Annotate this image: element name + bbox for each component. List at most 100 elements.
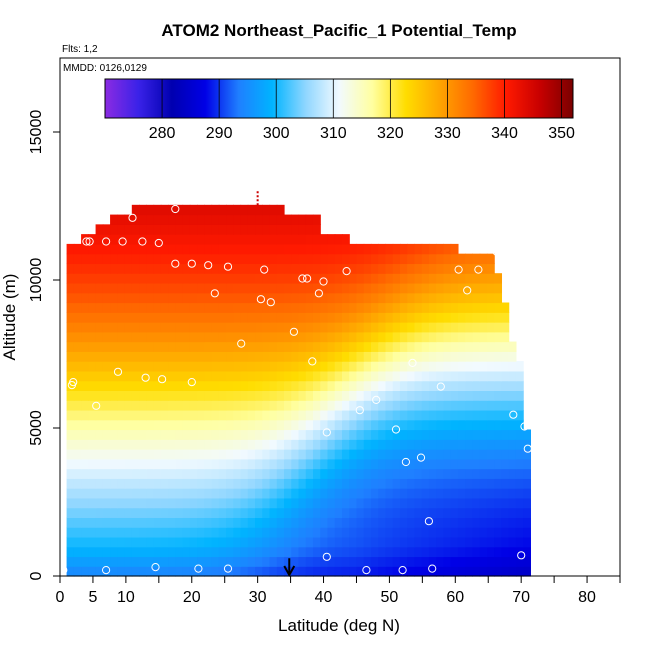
heatmap-cell <box>211 224 220 235</box>
heatmap-cell <box>160 214 169 225</box>
heatmap-cell <box>457 488 466 499</box>
heatmap-cell <box>349 282 358 294</box>
heatmap-cell <box>305 400 314 411</box>
heatmap-cell <box>233 478 242 489</box>
heatmap-cell <box>255 409 263 421</box>
heatmap-cell <box>95 527 104 538</box>
heatmap-cell <box>204 400 213 411</box>
heatmap-cell <box>262 380 271 392</box>
heatmap-cell <box>204 224 213 235</box>
heatmap-cell <box>73 380 82 392</box>
heatmap-cell <box>124 214 133 225</box>
heatmap-cell <box>399 312 408 323</box>
heatmap-cell <box>276 556 285 567</box>
heatmap-cell <box>298 468 307 479</box>
heatmap-cell <box>486 273 495 284</box>
heatmap-cell <box>327 322 336 333</box>
heatmap-cell <box>486 517 495 528</box>
heatmap-cell <box>392 556 401 567</box>
heatmap-cell <box>102 409 111 421</box>
heatmap-cell <box>414 546 423 558</box>
heatmap-cell <box>385 351 394 362</box>
heatmap-cell <box>102 546 111 558</box>
heatmap-cell <box>117 390 126 401</box>
heatmap-cell <box>95 322 104 333</box>
heatmap-cell <box>73 566 82 577</box>
heatmap-cell <box>443 556 452 567</box>
heatmap-cell <box>124 468 133 479</box>
heatmap-cell <box>385 243 394 255</box>
heatmap-cell <box>428 400 437 411</box>
heatmap-cell <box>240 429 249 440</box>
heatmap-cell <box>392 380 401 392</box>
heatmap-cell <box>414 361 423 372</box>
heatmap-cell <box>349 566 358 577</box>
heatmap-cell <box>81 390 89 401</box>
heatmap-cell <box>385 478 394 489</box>
heatmap-cell <box>240 468 249 479</box>
heatmap-cell <box>421 488 430 499</box>
heatmap-cell <box>218 370 227 382</box>
heatmap-cell <box>436 380 445 392</box>
heatmap-cell <box>414 536 423 548</box>
heatmap-cell <box>363 370 372 382</box>
heatmap-cell <box>110 224 118 235</box>
heatmap-cell <box>392 341 401 352</box>
heatmap-cell <box>269 507 278 518</box>
heatmap-cell <box>399 331 408 343</box>
heatmap-cell <box>218 341 227 352</box>
potential-temperature-field <box>66 204 531 577</box>
heatmap-cell <box>110 497 118 509</box>
heatmap-cell <box>131 361 140 372</box>
heatmap-cell <box>320 419 329 431</box>
heatmap-cell <box>298 302 307 313</box>
heatmap-cell <box>472 546 481 558</box>
heatmap-cell <box>197 546 205 558</box>
heatmap-cell <box>255 361 263 372</box>
heatmap-cell <box>255 234 263 245</box>
heatmap-cell <box>334 449 343 460</box>
heatmap-cell <box>421 253 430 265</box>
heatmap-cell <box>291 507 300 518</box>
heatmap-cell <box>269 312 278 323</box>
heatmap-cell <box>175 331 184 343</box>
heatmap-cell <box>407 341 416 352</box>
heatmap-cell <box>160 458 169 470</box>
heatmap-cell <box>73 468 82 479</box>
heatmap-cell <box>81 351 89 362</box>
heatmap-cell <box>131 449 140 460</box>
observation-point <box>118 237 127 246</box>
heatmap-cell <box>501 449 510 460</box>
heatmap-cell <box>240 263 249 274</box>
heatmap-cell <box>226 439 234 450</box>
heatmap-cell <box>291 556 300 567</box>
heatmap-cell <box>139 546 147 558</box>
heatmap-cell <box>327 273 336 284</box>
heatmap-cell <box>486 390 495 401</box>
heatmap-cell <box>73 351 82 362</box>
heatmap-cell <box>131 527 140 538</box>
heatmap-cell <box>102 556 111 567</box>
heatmap-cell <box>341 566 350 577</box>
heatmap-cell <box>385 449 394 460</box>
heatmap-cell <box>320 468 329 479</box>
heatmap-cell <box>284 536 292 548</box>
heatmap-cell <box>349 263 358 274</box>
heatmap-cell <box>269 566 278 577</box>
heatmap-cell <box>472 263 481 274</box>
heatmap-cell <box>370 419 379 431</box>
heatmap-cell <box>341 546 350 558</box>
heatmap-cell <box>73 507 82 518</box>
heatmap-cell <box>305 517 314 528</box>
heatmap-cell <box>247 214 256 225</box>
heatmap-cell <box>240 331 249 343</box>
heatmap-cell <box>211 556 220 567</box>
heatmap-cell <box>160 546 169 558</box>
heatmap-cell <box>436 517 445 528</box>
heatmap-cell <box>298 497 307 509</box>
heatmap-cell <box>146 488 155 499</box>
heatmap-cell <box>211 517 220 528</box>
heatmap-cell <box>472 370 481 382</box>
heatmap-cell <box>66 243 75 255</box>
observation-point <box>454 265 463 274</box>
